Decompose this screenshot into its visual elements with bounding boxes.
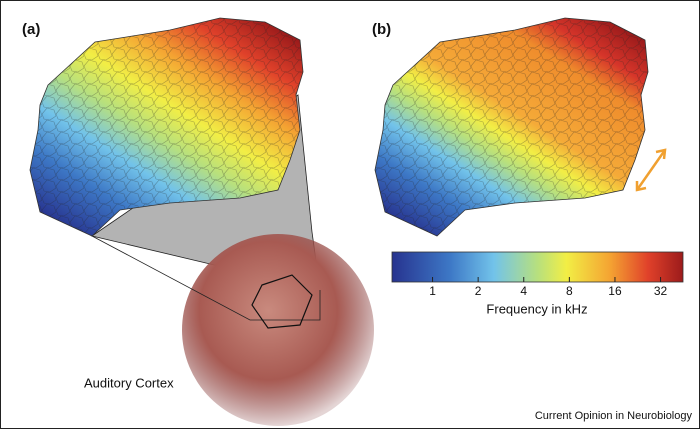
tick-label: 2 — [475, 284, 482, 298]
tonotopic-map-a — [29, 17, 304, 237]
region-outline — [251, 274, 313, 329]
colorbar-label: Frequency in kHz — [486, 301, 587, 316]
footer: Current Opinion in Neurobiology — [535, 410, 693, 422]
tick-label: 8 — [566, 284, 573, 298]
caption: Auditory Cortex — [84, 375, 174, 390]
tonotopic-map-b — [374, 17, 649, 237]
tick-label: 32 — [654, 284, 668, 298]
panel-label: (a) — [22, 21, 40, 38]
projection-edge — [91, 235, 321, 321]
tick-label: 4 — [520, 284, 527, 298]
panel-label: (b) — [372, 21, 391, 38]
tick-label: 1 — [429, 284, 436, 298]
brain-photo — [182, 234, 374, 426]
gradient-arrow — [635, 148, 667, 192]
colorbar — [391, 251, 684, 283]
tick-label: 16 — [608, 284, 622, 298]
